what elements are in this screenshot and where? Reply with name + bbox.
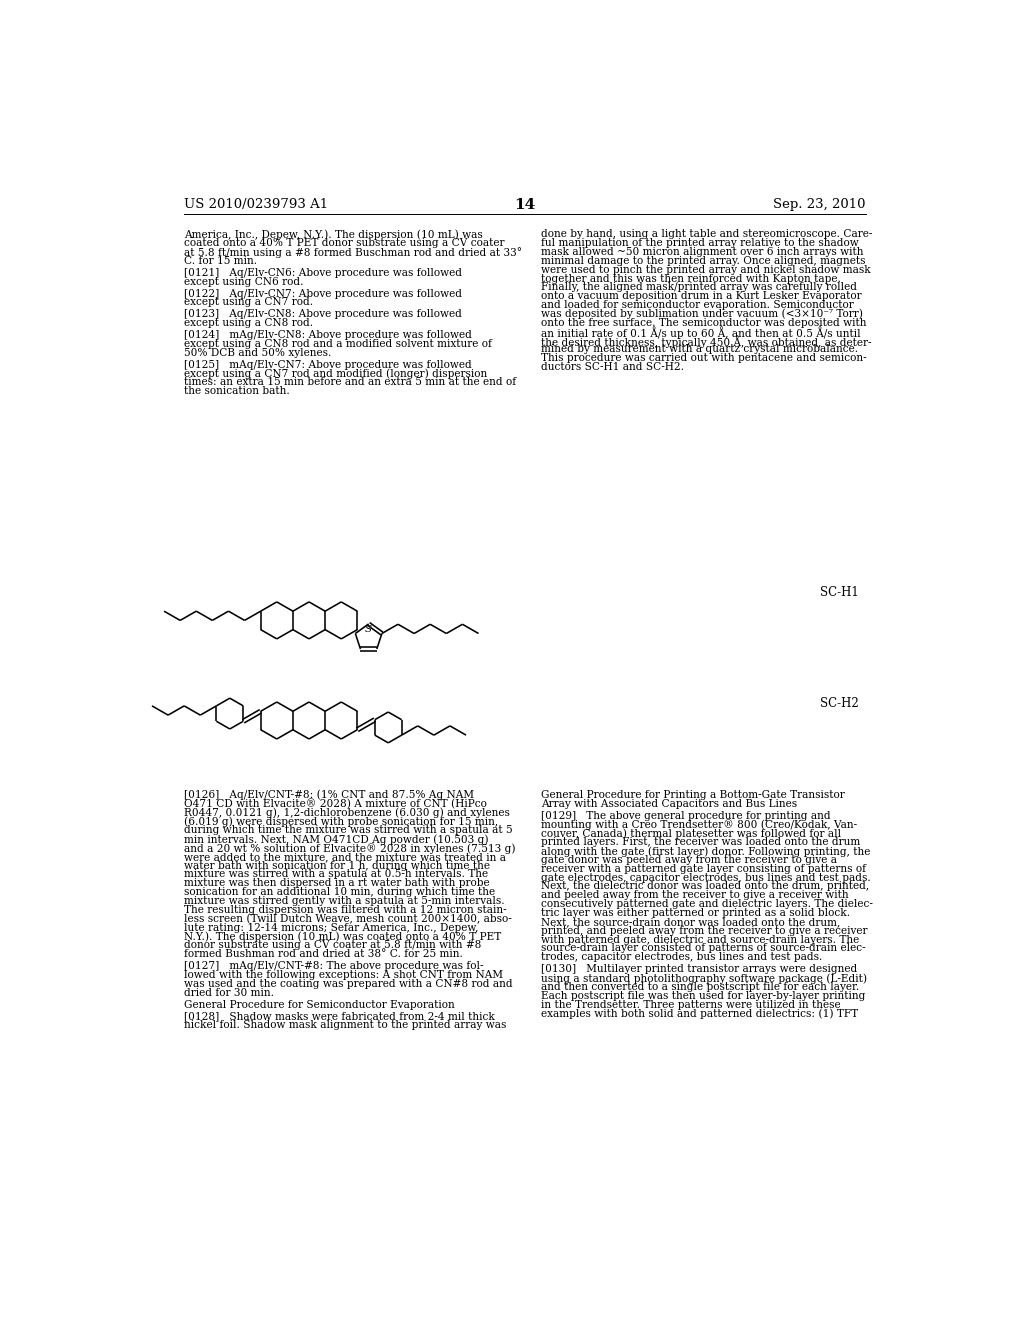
Text: except using a CN7 rod.: except using a CN7 rod.	[183, 297, 313, 308]
Text: Sep. 23, 2010: Sep. 23, 2010	[773, 198, 866, 211]
Text: ful manipulation of the printed array relative to the shadow: ful manipulation of the printed array re…	[541, 238, 859, 248]
Text: couver, Canada) thermal platesetter was followed for all: couver, Canada) thermal platesetter was …	[541, 829, 841, 840]
Text: 50% DCB and 50% xylenes.: 50% DCB and 50% xylenes.	[183, 348, 331, 358]
Text: SC-H1: SC-H1	[820, 586, 859, 599]
Text: formed Bushman rod and dried at 38° C. for 25 min.: formed Bushman rod and dried at 38° C. f…	[183, 949, 463, 960]
Text: was used and the coating was prepared with a CN#8 rod and: was used and the coating was prepared wi…	[183, 979, 512, 989]
Text: lowed with the following exceptions: A shot CNT from NAM: lowed with the following exceptions: A s…	[183, 970, 503, 979]
Text: the sonication bath.: the sonication bath.	[183, 387, 290, 396]
Text: with patterned gate, dielectric and source-drain layers. The: with patterned gate, dielectric and sour…	[541, 935, 859, 945]
Text: General Procedure for Printing a Bottom-Gate Transistor: General Procedure for Printing a Bottom-…	[541, 789, 845, 800]
Text: examples with both solid and patterned dielectrics: (1) TFT: examples with both solid and patterned d…	[541, 1008, 858, 1019]
Text: America, Inc., Depew, N.Y.). The dispersion (10 mL) was: America, Inc., Depew, N.Y.). The dispers…	[183, 230, 482, 240]
Text: times: an extra 15 min before and an extra 5 min at the end of: times: an extra 15 min before and an ext…	[183, 378, 516, 388]
Text: except using CN6 rod.: except using CN6 rod.	[183, 277, 303, 286]
Text: Array with Associated Capacitors and Bus Lines: Array with Associated Capacitors and Bus…	[541, 799, 798, 809]
Text: along with the gate (first layer) donor. Following printing, the: along with the gate (first layer) donor.…	[541, 846, 870, 857]
Text: [0123]   Aq/Elv-CN8: Above procedure was followed: [0123] Aq/Elv-CN8: Above procedure was f…	[183, 309, 462, 319]
Text: receiver with a patterned gate layer consisting of patterns of: receiver with a patterned gate layer con…	[541, 863, 866, 874]
Text: gate donor was peeled away from the receiver to give a: gate donor was peeled away from the rece…	[541, 855, 837, 865]
Text: mixture was then dispersed in a rt water bath with probe: mixture was then dispersed in a rt water…	[183, 878, 489, 888]
Text: [0121]   Aq/Elv-CN6: Above procedure was followed: [0121] Aq/Elv-CN6: Above procedure was f…	[183, 268, 462, 277]
Text: Next, the source-drain donor was loaded onto the drum,: Next, the source-drain donor was loaded …	[541, 917, 841, 927]
Text: 14: 14	[514, 198, 536, 213]
Text: printed, and peeled away from the receiver to give a receiver: printed, and peeled away from the receiv…	[541, 925, 867, 936]
Text: SC-H2: SC-H2	[820, 697, 859, 710]
Text: The resulting dispersion was filtered with a 12 micron stain-: The resulting dispersion was filtered wi…	[183, 906, 507, 915]
Text: mounting with a Creo Trendsetter® 800 (Creo/Kodak, Van-: mounting with a Creo Trendsetter® 800 (C…	[541, 820, 857, 830]
Text: and then converted to a single postscript file for each layer.: and then converted to a single postscrip…	[541, 982, 859, 991]
Text: [0128]   Shadow masks were fabricated from 2-4 mil thick: [0128] Shadow masks were fabricated from…	[183, 1011, 495, 1022]
Text: except using a CN7 rod and modified (longer) dispersion: except using a CN7 rod and modified (lon…	[183, 368, 487, 379]
Text: N.Y.). The dispersion (10 mL) was coated onto a 40% T PET: N.Y.). The dispersion (10 mL) was coated…	[183, 932, 501, 942]
Text: min intervals. Next, NAM O471CD Ag powder (10.503 g): min intervals. Next, NAM O471CD Ag powde…	[183, 834, 488, 845]
Text: were added to the mixture, and the mixture was treated in a: were added to the mixture, and the mixtu…	[183, 851, 506, 862]
Text: in the Trendsetter. Three patterns were utilized in these: in the Trendsetter. Three patterns were …	[541, 999, 841, 1010]
Text: and a 20 wt % solution of Elvacite® 2028 in xylenes (7.513 g): and a 20 wt % solution of Elvacite® 2028…	[183, 843, 515, 854]
Text: and peeled away from the receiver to give a receiver with: and peeled away from the receiver to giv…	[541, 890, 849, 900]
Text: ductors SC-H1 and SC-H2.: ductors SC-H1 and SC-H2.	[541, 362, 684, 372]
Text: the desired thickness, typically 450 Å, was obtained, as deter-: the desired thickness, typically 450 Å, …	[541, 335, 871, 348]
Text: dried for 30 min.: dried for 30 min.	[183, 987, 273, 998]
Text: except using a CN8 rod.: except using a CN8 rod.	[183, 318, 313, 329]
Text: coated onto a 40% T PET donor substrate using a CV coater: coated onto a 40% T PET donor substrate …	[183, 238, 504, 248]
Text: (6.019 g) were dispersed with probe sonication for 15 min,: (6.019 g) were dispersed with probe soni…	[183, 816, 498, 826]
Text: onto the free surface. The semiconductor was deposited with: onto the free surface. The semiconductor…	[541, 318, 866, 327]
Text: R0447, 0.0121 g), 1,2-dichlorobenzene (6.030 g) and xylenes: R0447, 0.0121 g), 1,2-dichlorobenzene (6…	[183, 808, 510, 818]
Text: except using a CN8 rod and a modified solvent mixture of: except using a CN8 rod and a modified so…	[183, 339, 492, 348]
Text: lute rating: 12-14 microns; Sefar America, Inc., Depew,: lute rating: 12-14 microns; Sefar Americ…	[183, 923, 478, 933]
Text: C. for 15 min.: C. for 15 min.	[183, 256, 257, 265]
Text: done by hand, using a light table and stereomicroscope. Care-: done by hand, using a light table and st…	[541, 230, 872, 239]
Text: [0129]   The above general procedure for printing and: [0129] The above general procedure for p…	[541, 810, 830, 821]
Text: mixture was stirred gently with a spatula at 5-min intervals.: mixture was stirred gently with a spatul…	[183, 896, 505, 906]
Text: an initial rate of 0.1 Å/s up to 60 Å, and then at 0.5 Å/s until: an initial rate of 0.1 Å/s up to 60 Å, a…	[541, 326, 861, 339]
Text: water bath with sonication for 1 h, during which time the: water bath with sonication for 1 h, duri…	[183, 861, 489, 871]
Text: mask allowed ~50 micron alignment over 6 inch arrays with: mask allowed ~50 micron alignment over 6…	[541, 247, 863, 257]
Text: trodes, capacitor electrodes, bus lines and test pads.: trodes, capacitor electrodes, bus lines …	[541, 952, 822, 962]
Text: less screen (Twill Dutch Weave, mesh count 200×1400, abso-: less screen (Twill Dutch Weave, mesh cou…	[183, 913, 512, 924]
Text: [0130]   Multilayer printed transistor arrays were designed: [0130] Multilayer printed transistor arr…	[541, 964, 857, 974]
Text: General Procedure for Semiconductor Evaporation: General Procedure for Semiconductor Evap…	[183, 999, 455, 1010]
Text: mined by measurement with a quartz crystal microbalance.: mined by measurement with a quartz cryst…	[541, 345, 858, 354]
Text: Next, the dielectric donor was loaded onto the drum, printed,: Next, the dielectric donor was loaded on…	[541, 882, 869, 891]
Text: printed layers. First, the receiver was loaded onto the drum: printed layers. First, the receiver was …	[541, 837, 860, 847]
Text: at 5.8 ft/min using a #8 formed Buschman rod and dried at 33°: at 5.8 ft/min using a #8 formed Buschman…	[183, 247, 522, 257]
Text: and loaded for semiconductor evaporation. Semiconductor: and loaded for semiconductor evaporation…	[541, 300, 854, 310]
Text: [0122]   Aq/Elv-CN7: Above procedure was followed: [0122] Aq/Elv-CN7: Above procedure was f…	[183, 289, 462, 298]
Text: mixture was stirred with a spatula at 0.5-h intervals. The: mixture was stirred with a spatula at 0.…	[183, 870, 487, 879]
Text: were used to pinch the printed array and nickel shadow mask: were used to pinch the printed array and…	[541, 264, 870, 275]
Text: tric layer was either patterned or printed as a solid block.: tric layer was either patterned or print…	[541, 908, 850, 917]
Text: [0124]   mAg/Elv-CN8: Above procedure was followed: [0124] mAg/Elv-CN8: Above procedure was …	[183, 330, 472, 341]
Text: consecutively patterned gate and dielectric layers. The dielec-: consecutively patterned gate and dielect…	[541, 899, 872, 909]
Text: S: S	[366, 624, 372, 634]
Text: sonication for an additional 10 min, during which time the: sonication for an additional 10 min, dur…	[183, 887, 495, 898]
Text: donor substrate using a CV coater at 5.8 ft/min with #8: donor substrate using a CV coater at 5.8…	[183, 940, 481, 950]
Text: US 2010/0239793 A1: US 2010/0239793 A1	[183, 198, 328, 211]
Text: Each postscript file was then used for layer-by-layer printing: Each postscript file was then used for l…	[541, 991, 865, 1001]
Text: [0125]   mAq/Elv-CN7: Above procedure was followed: [0125] mAq/Elv-CN7: Above procedure was …	[183, 360, 471, 370]
Text: during which time the mixture was stirred with a spatula at 5: during which time the mixture was stirre…	[183, 825, 512, 836]
Text: using a standard photolithography software package (L-Edit): using a standard photolithography softwa…	[541, 973, 867, 983]
Text: [0127]   mAq/Elv/CNT-#8: The above procedure was fol-: [0127] mAq/Elv/CNT-#8: The above procedu…	[183, 961, 483, 972]
Text: together and this was then reinforced with Kapton tape.: together and this was then reinforced wi…	[541, 273, 841, 284]
Text: source-drain layer consisted of patterns of source-drain elec-: source-drain layer consisted of patterns…	[541, 944, 865, 953]
Text: This procedure was carried out with pentacene and semicon-: This procedure was carried out with pent…	[541, 354, 866, 363]
Text: nickel foil. Shadow mask alignment to the printed array was: nickel foil. Shadow mask alignment to th…	[183, 1020, 506, 1031]
Text: O471 CD with Elvacite® 2028) A mixture of CNT (HiPco: O471 CD with Elvacite® 2028) A mixture o…	[183, 799, 486, 809]
Text: gate electrodes, capacitor electrodes, bus lines and test pads.: gate electrodes, capacitor electrodes, b…	[541, 873, 870, 883]
Text: minimal damage to the printed array. Once aligned, magnets: minimal damage to the printed array. Onc…	[541, 256, 865, 265]
Text: [0126]   Aq/Elv/CNT-#8: (1% CNT and 87.5% Ag NAM: [0126] Aq/Elv/CNT-#8: (1% CNT and 87.5% …	[183, 789, 474, 800]
Text: was deposited by sublimation under vacuum (<3×10⁻⁷ Torr): was deposited by sublimation under vacuu…	[541, 309, 863, 319]
Text: Finally, the aligned mask/printed array was carefully rolled: Finally, the aligned mask/printed array …	[541, 282, 857, 292]
Text: onto a vacuum deposition drum in a Kurt Lesker Evaporator: onto a vacuum deposition drum in a Kurt …	[541, 292, 862, 301]
